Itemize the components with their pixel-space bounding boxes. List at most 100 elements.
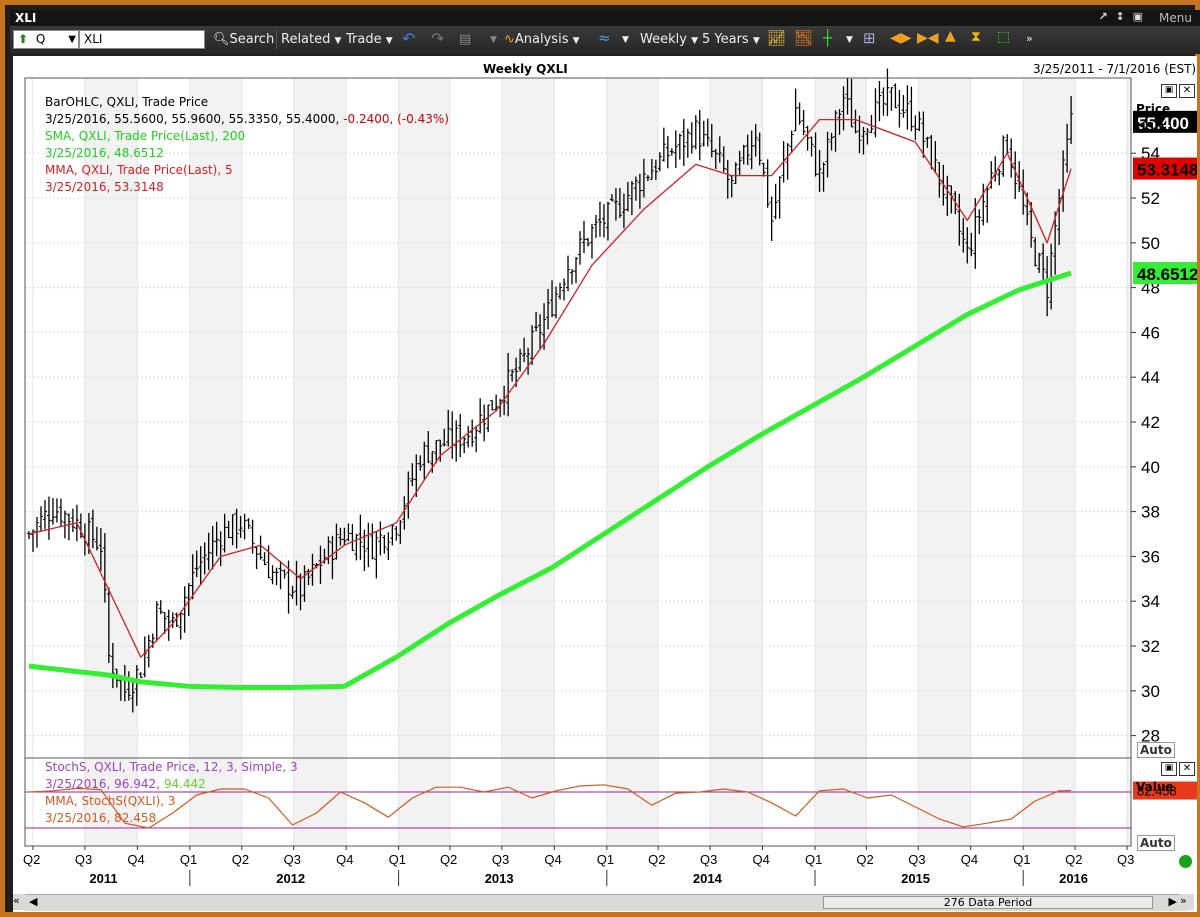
ohlc-bar[interactable] [442, 428, 447, 447]
ohlc-bar[interactable] [677, 133, 682, 160]
ohlc-bar[interactable] [418, 455, 423, 471]
ohlc-bar[interactable] [434, 440, 439, 464]
ohlc-bar[interactable] [70, 508, 75, 532]
ohlc-bar[interactable] [330, 535, 335, 580]
ohlc-bar[interactable] [134, 665, 139, 706]
ohlc-bar[interactable] [574, 257, 579, 284]
ohlc-bar[interactable] [1041, 243, 1046, 280]
ohlc-bar[interactable] [66, 513, 71, 541]
ohlc-bar[interactable] [374, 531, 379, 579]
ohlc-bar[interactable] [262, 552, 267, 566]
ohlc-bar[interactable] [358, 514, 363, 560]
window-icon[interactable]: ▣ [1132, 10, 1145, 23]
print-icon[interactable]: ▤ [459, 32, 472, 47]
ohlc-bar[interactable] [917, 111, 922, 132]
ohlc-bar[interactable] [202, 542, 207, 575]
ohlc-bar[interactable] [789, 130, 794, 154]
ohlc-bar[interactable] [214, 521, 219, 557]
ohlc-bar[interactable] [765, 159, 770, 208]
ohlc-bar[interactable] [653, 159, 658, 180]
panel-close-icon[interactable]: ✕ [1179, 84, 1195, 98]
ohlc-bar[interactable] [625, 181, 630, 212]
ohlc-bar[interactable] [338, 527, 343, 546]
ohlc-bar[interactable] [46, 496, 51, 540]
redo-icon[interactable]: ↷ [431, 29, 445, 48]
ohlc-bar[interactable] [601, 204, 606, 238]
zoom-in-icon[interactable]: ▶◀ [917, 30, 939, 46]
ohlc-bar[interactable] [266, 545, 271, 579]
ohlc-bar[interactable] [506, 352, 511, 417]
ohlc-bar[interactable] [985, 185, 990, 223]
ohlc-bar[interactable] [562, 278, 567, 301]
ohlc-bar[interactable] [554, 286, 559, 319]
scroll-right-icon[interactable]: ▶ [1168, 895, 1177, 908]
ohlc-bar[interactable] [1065, 123, 1070, 173]
ohlc-bar[interactable] [973, 198, 978, 269]
ohlc-bar[interactable] [977, 209, 982, 235]
ohlc-bar[interactable] [609, 194, 614, 202]
ohlc-bar[interactable] [869, 114, 874, 134]
menu-button[interactable]: Menu [1159, 11, 1192, 25]
ohlc-bar[interactable] [881, 87, 886, 116]
ohlc-bar[interactable] [717, 136, 722, 163]
scroll-left-right-icon[interactable]: ◀▶ [890, 30, 912, 46]
ohlc-bar[interactable] [937, 162, 942, 198]
ohlc-bar[interactable] [58, 498, 63, 526]
ohlc-bar[interactable] [585, 238, 590, 247]
ohlc-bar[interactable] [753, 124, 758, 157]
ohlc-bar[interactable] [42, 500, 47, 530]
ohlc-bar[interactable] [38, 506, 43, 532]
ohlc-bar[interactable] [633, 176, 638, 201]
analysis-menu[interactable]: ∿Analysis ▼ [504, 32, 580, 47]
ohlc-bar[interactable] [186, 583, 191, 617]
compress-vertical-icon[interactable]: ⧗ [971, 29, 981, 45]
ohlc-bar[interactable] [414, 454, 419, 498]
ohlc-bar[interactable] [222, 513, 227, 553]
ohlc-bar[interactable] [1033, 237, 1038, 267]
ohlc-bar[interactable] [482, 404, 487, 442]
ohlc-bar[interactable] [166, 609, 171, 641]
ohlc-bar[interactable] [370, 523, 375, 560]
ohlc-bar[interactable] [689, 122, 694, 154]
ohlc-bar[interactable] [733, 162, 738, 184]
ohlc-bar[interactable] [865, 128, 870, 145]
ohlc-bar[interactable] [490, 400, 495, 411]
ohlc-bar[interactable] [110, 642, 115, 689]
ohlc-bar[interactable] [757, 132, 762, 166]
ohlc-bar[interactable] [478, 398, 483, 434]
ohlc-bar[interactable] [1069, 95, 1074, 144]
ohlc-bar[interactable] [969, 232, 974, 257]
pin-icon[interactable]: ↗ [1098, 10, 1110, 23]
ohlc-bar[interactable] [50, 498, 55, 525]
stoch-panel-close-icon[interactable]: ✕ [1179, 762, 1195, 776]
ohlc-bar[interactable] [777, 176, 782, 219]
ohlc-bar[interactable] [669, 148, 674, 156]
ohlc-bar[interactable] [605, 201, 610, 241]
line-chart-icon[interactable]: 📈︎ [767, 29, 787, 47]
ohlc-bar[interactable] [1005, 134, 1010, 154]
ohlc-bar[interactable] [462, 437, 467, 454]
ohlc-bar[interactable] [90, 509, 95, 549]
ohlc-bar[interactable] [921, 111, 926, 158]
ohlc-bar[interactable] [773, 183, 778, 220]
ohlc-bar[interactable] [661, 127, 666, 162]
ohlc-bar[interactable] [170, 612, 175, 629]
symbol-input[interactable]: XLI [79, 30, 205, 49]
ohlc-bar[interactable] [857, 115, 862, 154]
ohlc-bar[interactable] [1053, 211, 1058, 275]
ohlc-bar[interactable] [178, 612, 183, 640]
ohlc-bar[interactable] [354, 533, 359, 561]
ohlc-bar[interactable] [581, 220, 586, 254]
ohlc-bar[interactable] [769, 196, 774, 241]
ohlc-bar[interactable] [470, 419, 475, 447]
ohlc-bar[interactable] [398, 519, 403, 544]
ohlc-bar[interactable] [961, 218, 966, 253]
ohlc-bar[interactable] [158, 600, 163, 615]
ohlc-bar[interactable] [518, 348, 523, 372]
ohlc-bar[interactable] [657, 152, 662, 172]
ohlc-bar[interactable] [713, 149, 718, 170]
search-button[interactable]: 🔍︎Search [213, 32, 274, 47]
ohlc-bar[interactable] [965, 227, 970, 264]
ohlc-bar[interactable] [577, 231, 582, 265]
ohlc-bar[interactable] [1049, 243, 1054, 310]
